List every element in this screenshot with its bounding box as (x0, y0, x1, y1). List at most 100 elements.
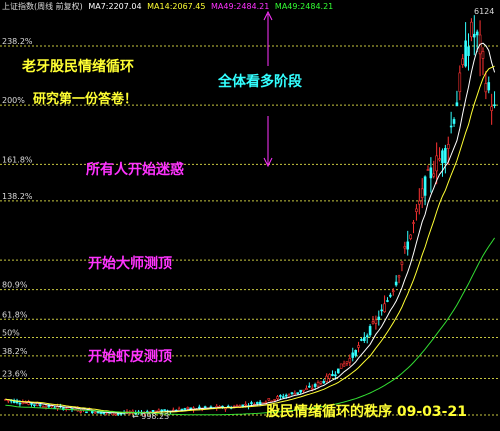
candle-body-159 (464, 40, 467, 67)
candle-body-129 (377, 316, 381, 320)
candle-body-12 (38, 404, 42, 406)
candle-body-158 (461, 58, 465, 66)
ma49-line (5, 237, 496, 416)
candle-body-63 (186, 407, 190, 409)
ma49-readout-1: MA49:2484.21 (211, 2, 270, 11)
candle-body-152 (444, 148, 447, 164)
candle-body-131 (383, 303, 386, 313)
fib-label-1: 200% (2, 96, 25, 105)
candle-body-144 (420, 188, 424, 198)
candle-body-104 (305, 388, 308, 391)
candle-body-154 (449, 125, 453, 128)
arrow-down-head (263, 157, 273, 168)
candle-body-163 (475, 31, 479, 36)
ma14-readout: MA14:2067.45 (147, 2, 206, 11)
candle-body-7 (24, 402, 28, 404)
fib-label-8: 38.2% (2, 347, 28, 356)
candle-body-126 (368, 326, 372, 336)
candle-body-5 (18, 402, 22, 405)
ma14-line (5, 65, 495, 414)
candle-body-39 (117, 413, 120, 415)
footer-caption: 股民情绪循环的秩序 09-03-21 (266, 404, 467, 420)
fib-label-5: 80.9% (2, 281, 28, 290)
candle-body-105 (308, 385, 311, 388)
candle-body-147 (429, 167, 433, 179)
candle-body-51 (151, 410, 155, 413)
candle-body-28 (85, 411, 88, 414)
candle-body-124 (363, 337, 366, 341)
candle-body-62 (183, 408, 187, 410)
candle-body-153 (446, 144, 450, 149)
candle-body-113 (331, 374, 334, 377)
candle-body-141 (412, 222, 415, 224)
candle-body-88 (258, 401, 262, 405)
ma7-readout: MA7:2207.04 (88, 2, 142, 11)
candle-body-157 (458, 72, 462, 93)
candle-body-30 (90, 410, 94, 414)
subtitle: 研究第一份答卷！ (33, 92, 138, 107)
candle-body-151 (441, 150, 444, 164)
candle-body-106 (310, 387, 314, 390)
fib-label-6: 61.8% (2, 310, 28, 319)
candle-body-117 (342, 363, 346, 367)
candle-body-118 (345, 361, 349, 364)
candle-body-139 (406, 241, 410, 250)
candle-body-130 (380, 309, 383, 312)
candle-body-103 (302, 389, 305, 392)
candle-body-14 (44, 405, 48, 408)
candle-body-93 (273, 399, 276, 401)
candle-body-140 (409, 234, 412, 239)
arrow-up-head (263, 10, 273, 21)
candle-body-101 (296, 392, 300, 394)
candle-body-112 (328, 374, 331, 379)
candle-body-100 (293, 392, 297, 396)
candle-body-166 (484, 83, 488, 93)
candle-body-110 (322, 381, 326, 384)
stage-confused: 所有人开始迷惑 (86, 162, 184, 178)
candle-body-119 (348, 358, 352, 363)
candle-body-156 (455, 102, 459, 107)
candle-body-96 (281, 396, 285, 398)
candle-body-80 (235, 405, 239, 407)
candle-body-169 (493, 104, 496, 107)
stage-shrimp-top: 开始虾皮测顶 (88, 349, 172, 365)
candle-body-120 (351, 352, 355, 358)
fib-label-2: 161.8% (2, 155, 33, 164)
candle-body-149 (435, 155, 438, 172)
candle-body-143 (418, 200, 421, 205)
candle-body-9 (30, 403, 33, 405)
candle-body-98 (287, 394, 291, 397)
candle-body-123 (360, 339, 363, 341)
candle-body-114 (334, 374, 337, 377)
candle-body-94 (276, 396, 279, 400)
candle-body-91 (267, 398, 271, 401)
index-name: 上证指数(周线 前复权) (2, 2, 83, 11)
candle-body-168 (490, 106, 493, 111)
candle-body-116 (339, 363, 343, 369)
candle-body-109 (319, 381, 323, 384)
candle-body-115 (336, 368, 340, 374)
candle-body-102 (299, 389, 302, 393)
candle-body-10 (33, 404, 36, 406)
candle-body-135 (394, 281, 398, 286)
candle-body-165 (481, 51, 485, 59)
fib-label-0: 238.2% (2, 37, 33, 46)
candle-body-107 (313, 383, 317, 387)
candle-body-121 (354, 349, 357, 356)
low-price-label: ← 998.23 (132, 412, 169, 421)
candle-body-127 (371, 321, 375, 324)
candle-body-26 (79, 410, 82, 413)
stage-all-bullish: 全体看多阶段 (218, 74, 302, 90)
candle-body-85 (250, 402, 253, 404)
candle-body-6 (21, 402, 25, 405)
high-price-label: 6124 (474, 7, 494, 16)
candle-body-111 (325, 375, 328, 382)
candle-body-148 (432, 173, 436, 177)
candle-body-136 (397, 275, 401, 278)
candle-body-99 (290, 392, 294, 394)
candle-body-133 (389, 294, 392, 297)
candle-body-134 (391, 290, 395, 293)
header-bar: 上证指数(周线 前复权) MA7:2207.04 MA14:2067.45 MA… (2, 1, 333, 12)
candle-body-138 (403, 246, 407, 249)
